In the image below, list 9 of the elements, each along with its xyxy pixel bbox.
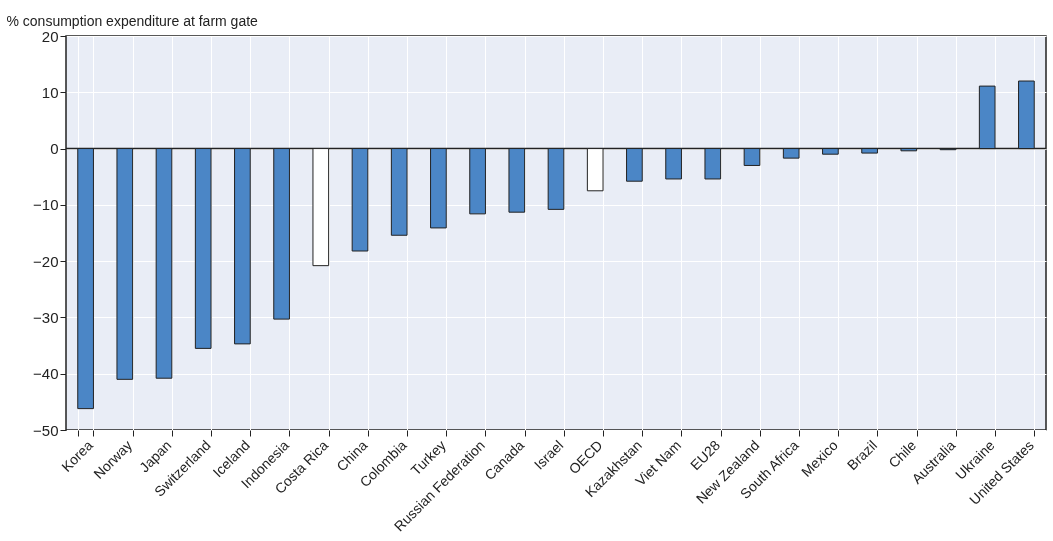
y-tick-label: −30 bbox=[33, 308, 59, 326]
y-tick-label: 0 bbox=[50, 140, 59, 158]
y-tick-label: −20 bbox=[33, 252, 59, 270]
y-tick-label: 10 bbox=[41, 83, 59, 101]
y-tick-label: 20 bbox=[41, 27, 59, 45]
y-tick-label: −40 bbox=[33, 365, 59, 383]
y-tick-label: −10 bbox=[33, 196, 59, 214]
y-axis-title: % consumption expenditure at farm gate bbox=[6, 12, 259, 29]
y-tick-label: −50 bbox=[33, 421, 59, 439]
